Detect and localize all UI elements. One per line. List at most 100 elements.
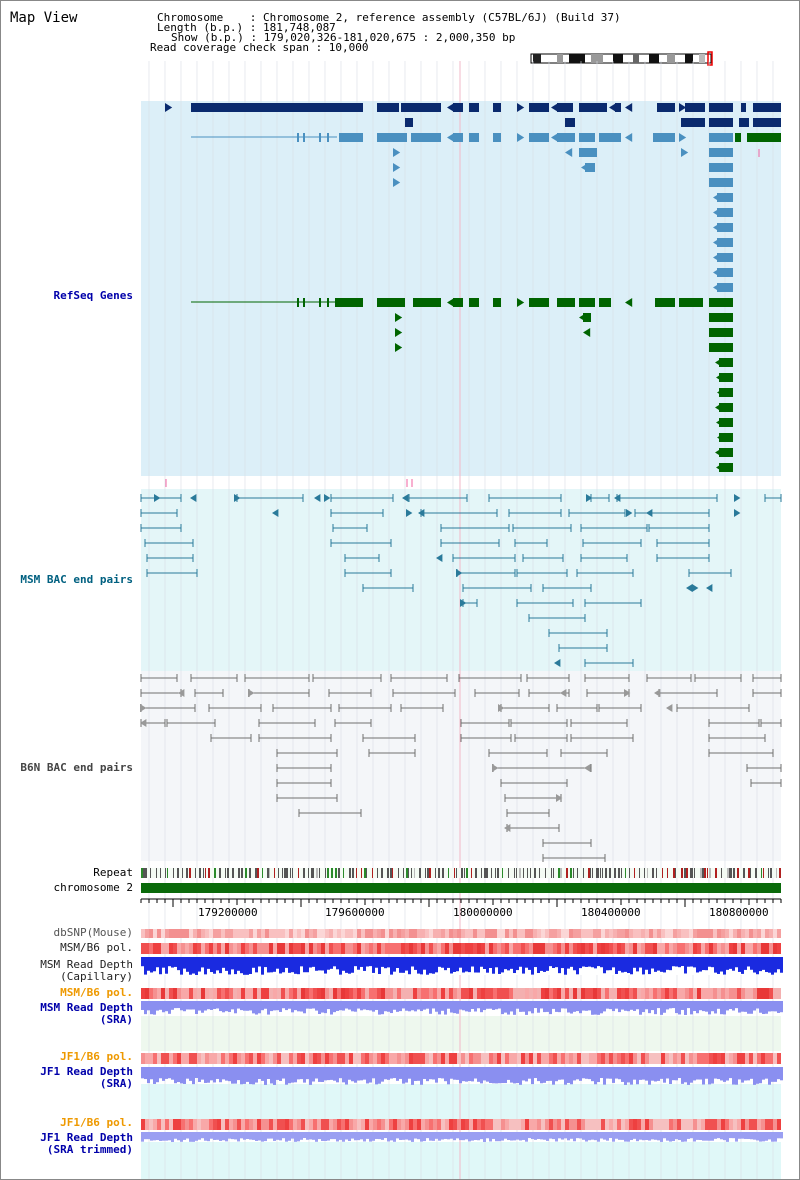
repeat-mark bbox=[560, 868, 562, 878]
msm-b6-pol-heat-sra bbox=[677, 988, 681, 999]
dbsnp-heat bbox=[593, 929, 597, 938]
jf1-b6-pol-heat bbox=[481, 1053, 485, 1064]
jf1-depth-trim-bar bbox=[690, 1132, 693, 1139]
refseq-gene-dark-exon bbox=[753, 118, 781, 127]
jf1-depth-trim-bar bbox=[249, 1132, 252, 1140]
jf1-b6-pol-heat-trim bbox=[329, 1119, 333, 1130]
jf1-depth-trim-bar bbox=[495, 1132, 498, 1142]
repeat-mark bbox=[303, 868, 305, 878]
msm-depth-sra-bar bbox=[258, 1001, 261, 1014]
jf1-b6-pol-heat-trim bbox=[725, 1119, 729, 1130]
jf1-b6-pol-heat bbox=[245, 1053, 249, 1064]
jf1-depth-trim-bar bbox=[483, 1132, 486, 1142]
jf1-b6-pol-heat bbox=[565, 1053, 569, 1064]
jf1-depth-trim-bar bbox=[534, 1132, 537, 1140]
repeat-mark bbox=[313, 868, 314, 878]
dbsnp-heat bbox=[233, 929, 237, 938]
repeat-mark bbox=[257, 868, 259, 878]
jf1-b6-pol-heat-trim bbox=[557, 1119, 561, 1130]
msm-b6-pol-heat bbox=[765, 943, 769, 954]
refseq-gene-dark-exon bbox=[557, 103, 573, 112]
jf1-b6-pol-heat-trim bbox=[617, 1119, 621, 1130]
msm-depth-cap-bar bbox=[225, 957, 228, 971]
refseq-gene-exon bbox=[297, 133, 299, 142]
msm-depth-cap-bar bbox=[570, 957, 573, 967]
jf1-b6-pol-heat-trim bbox=[765, 1119, 769, 1130]
msm-depth-cap-bar bbox=[771, 957, 774, 975]
msm-depth-cap-bar bbox=[261, 957, 264, 975]
dbsnp-heat bbox=[389, 929, 393, 938]
msm-depth-cap-bar bbox=[417, 957, 420, 974]
msm-b6-pol-heat-sra bbox=[249, 988, 253, 999]
jf1-depth-trim-bar bbox=[570, 1132, 573, 1139]
msm-b6-pol-heat bbox=[177, 943, 181, 954]
jf1-b6-pol-heat-trim bbox=[597, 1119, 601, 1130]
jf1-depth-sra-bar bbox=[297, 1067, 300, 1080]
msm-depth-cap-bar bbox=[216, 957, 219, 971]
repeat-mark bbox=[352, 868, 354, 878]
msm-b6-pol-heat bbox=[573, 943, 577, 954]
msm-bac-end-arrow bbox=[614, 494, 621, 502]
jf1-depth-trim-bar bbox=[615, 1132, 618, 1139]
dbsnp-heat bbox=[353, 929, 357, 938]
msm-depth-sra-bar bbox=[150, 1001, 153, 1015]
jf1-depth-trim-bar bbox=[222, 1132, 225, 1141]
jf1-depth-sra-bar bbox=[480, 1067, 483, 1084]
ideogram-band bbox=[591, 54, 603, 63]
jf1-b6-pol-heat bbox=[289, 1053, 293, 1064]
refseq-gene-arrow bbox=[393, 178, 401, 187]
ideogram-band bbox=[685, 54, 693, 63]
jf1-b6-pol-heat bbox=[453, 1053, 457, 1064]
jf1-b6-pol-heat-trim bbox=[429, 1119, 433, 1130]
jf1-depth-sra-bar bbox=[471, 1067, 474, 1082]
jf1-depth-trim-bar bbox=[492, 1132, 495, 1139]
msm-b6-pol-heat bbox=[473, 943, 477, 954]
refseq-gene-green-exon bbox=[579, 298, 595, 307]
repeat-mark bbox=[249, 868, 251, 878]
jf1-depth-sra-bar bbox=[606, 1067, 609, 1079]
jf1-depth-sra-bar bbox=[570, 1067, 573, 1085]
msm-b6-pol-heat-sra bbox=[369, 988, 373, 999]
msm-b6-pol-heat-sra bbox=[169, 988, 173, 999]
jf1-b6-pol-heat-trim bbox=[233, 1119, 237, 1130]
msm-depth-sra-bar bbox=[432, 1001, 435, 1009]
dbsnp-heat bbox=[409, 929, 413, 938]
b6n-bac-end-arrow bbox=[556, 794, 563, 802]
msm-depth-cap-bar bbox=[573, 957, 576, 971]
msm-b6-pol-heat-sra bbox=[641, 988, 645, 999]
msm-b6-pol-heat-sra bbox=[165, 988, 169, 999]
msm-bac-end-arrow bbox=[436, 554, 443, 562]
msm-depth-sra-bar bbox=[273, 1001, 276, 1011]
repeat-mark bbox=[776, 868, 777, 878]
jf1-depth-trim-bar bbox=[285, 1132, 288, 1142]
jf1-depth-trim-bar bbox=[186, 1132, 189, 1139]
msm-depth-cap-bar bbox=[708, 957, 711, 967]
msm-depth-cap-bar bbox=[273, 957, 276, 972]
jf1-depth-sra-bar bbox=[288, 1067, 291, 1084]
msm-b6-pol-heat bbox=[589, 943, 593, 954]
repeat-mark bbox=[456, 868, 457, 878]
msm-depth-cap-bar bbox=[762, 957, 765, 970]
jf1-depth-trim-bar bbox=[618, 1132, 621, 1140]
msm-b6-pol-heat-sra bbox=[701, 988, 705, 999]
msm-depth-cap-bar bbox=[279, 957, 282, 974]
jf1-depth-trim-bar bbox=[327, 1132, 330, 1141]
msm-b6-pol-heat bbox=[713, 943, 717, 954]
msm-depth-sra-bar bbox=[303, 1001, 306, 1014]
msm-depth-sra-bar bbox=[489, 1001, 492, 1009]
jf1-depth-trim-bar bbox=[339, 1132, 342, 1140]
msm-b6-pol-heat-sra bbox=[217, 988, 221, 999]
msm-bac-end-arrow bbox=[154, 494, 161, 502]
jf1-depth-sra-bar bbox=[303, 1067, 306, 1083]
bottom-track-label-line1: JF1/B6 pol. bbox=[60, 1050, 133, 1063]
jf1-b6-pol-heat-trim bbox=[245, 1119, 249, 1130]
jf1-depth-sra-bar bbox=[558, 1067, 561, 1080]
jf1-depth-sra-bar bbox=[435, 1067, 438, 1083]
jf1-depth-sra-bar bbox=[438, 1067, 441, 1079]
jf1-depth-sra-bar bbox=[705, 1067, 708, 1079]
jf1-depth-trim-bar bbox=[435, 1132, 438, 1139]
msm-depth-sra-bar bbox=[336, 1001, 339, 1011]
jf1-b6-pol-heat-trim bbox=[577, 1119, 581, 1130]
